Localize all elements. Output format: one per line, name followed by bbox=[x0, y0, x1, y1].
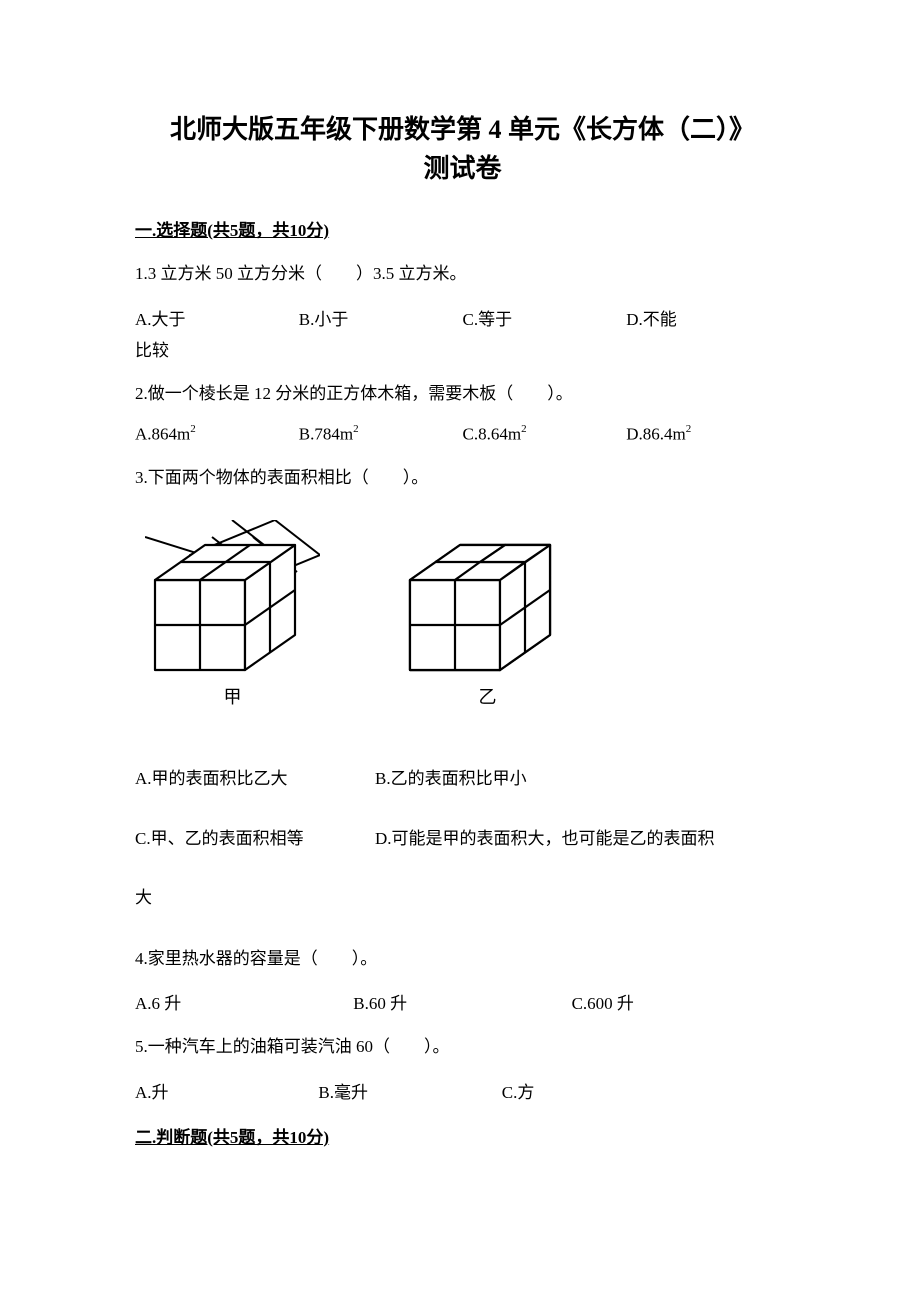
q4-opt-a: A.6 升 bbox=[135, 989, 353, 1014]
q3-opt-c: C.甲、乙的表面积相等 bbox=[135, 809, 375, 869]
cube-jia-label: 甲 bbox=[224, 683, 242, 709]
q3-opt-d-cont: 大 bbox=[135, 868, 790, 928]
q3-text: 3.下面两个物体的表面积相比（ ）。 bbox=[135, 465, 790, 491]
q2-opt-c: C.8.64m2 bbox=[463, 424, 627, 445]
q4-text: 4.家里热水器的容量是（ ）。 bbox=[135, 946, 790, 972]
section-2-header: 二.判断题(共5题，共10分) bbox=[135, 1123, 790, 1148]
document-title: 北师大版五年级下册数学第 4 单元《长方体（二）》 测试卷 bbox=[135, 110, 790, 188]
q5-opt-c: C.方 bbox=[502, 1078, 720, 1103]
q5-opt-b: B.毫升 bbox=[318, 1078, 501, 1103]
q2-opt-b: B.784m2 bbox=[299, 424, 463, 445]
title-line-2: 测试卷 bbox=[135, 149, 790, 188]
q1-opt-d1: D.不能 bbox=[626, 305, 790, 330]
page-content: 北师大版五年级下册数学第 4 单元《长方体（二）》 测试卷 一.选择题(共5题，… bbox=[0, 0, 920, 1208]
q2-options: A.864m2 B.784m2 C.8.64m2 D.86.4m2 bbox=[135, 424, 790, 445]
q2-opt-d: D.86.4m2 bbox=[626, 424, 790, 445]
cube-jia-figure: 甲 bbox=[145, 520, 320, 709]
cube-yi-figure: 乙 bbox=[400, 520, 575, 709]
q1-opt-a: A.大于 bbox=[135, 305, 299, 330]
q2-opt-a: A.864m2 bbox=[135, 424, 299, 445]
title-line-1: 北师大版五年级下册数学第 4 单元《长方体（二）》 bbox=[135, 110, 790, 149]
q1-opt-d2: 比较 bbox=[135, 336, 790, 361]
q3-options: A.甲的表面积比乙大 B.乙的表面积比甲小 C.甲、乙的表面积相等 D.可能是甲… bbox=[135, 749, 790, 928]
q3-figures: 甲 bbox=[145, 520, 790, 709]
q3-opt-d: D.可能是甲的表面积大，也可能是乙的表面积 bbox=[375, 809, 715, 869]
section-1-header: 一.选择题(共5题，共10分) bbox=[135, 216, 790, 241]
q5-options: A.升 B.毫升 C.方 bbox=[135, 1078, 790, 1103]
q1-options: A.大于 B.小于 C.等于 D.不能 比较 bbox=[135, 305, 790, 361]
q1-text: 1.3 立方米 50 立方分米（ ）3.5 立方米。 bbox=[135, 261, 790, 287]
q4-opt-b: B.60 升 bbox=[353, 989, 571, 1014]
q5-opt-a: A.升 bbox=[135, 1078, 318, 1103]
cube-yi-icon bbox=[400, 520, 575, 675]
q3-opt-a: A.甲的表面积比乙大 bbox=[135, 749, 375, 809]
q3-opt-b: B.乙的表面积比甲小 bbox=[375, 749, 527, 809]
cube-jia-icon bbox=[145, 520, 320, 675]
cube-yi-label: 乙 bbox=[479, 683, 497, 709]
q5-text: 5.一种汽车上的油箱可装汽油 60（ ）。 bbox=[135, 1034, 790, 1060]
q4-opt-c: C.600 升 bbox=[572, 989, 790, 1014]
q2-text: 2.做一个棱长是 12 分米的正方体木箱，需要木板（ ）。 bbox=[135, 381, 790, 407]
q1-opt-b: B.小于 bbox=[299, 305, 463, 330]
q4-options: A.6 升 B.60 升 C.600 升 bbox=[135, 989, 790, 1014]
q1-opt-c: C.等于 bbox=[463, 305, 627, 330]
